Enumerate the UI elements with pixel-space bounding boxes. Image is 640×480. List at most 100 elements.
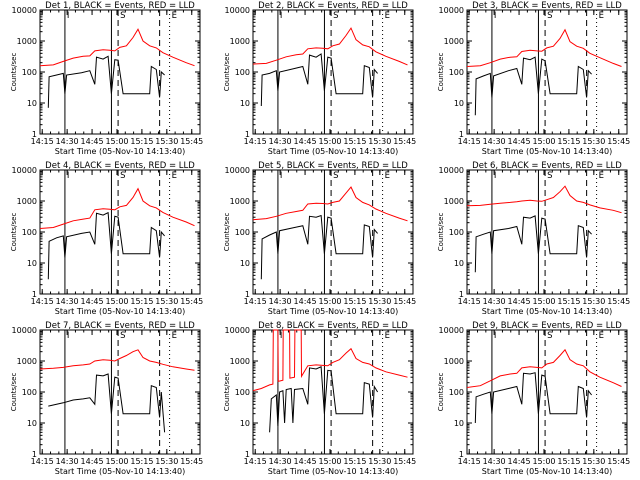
series-lld bbox=[466, 28, 622, 67]
y-tick-label: 1 bbox=[32, 130, 37, 139]
x-tick-label: 15:45 bbox=[180, 457, 203, 466]
x-tick-label: 14:30 bbox=[483, 457, 506, 466]
y-tick-label: 1000 bbox=[230, 357, 250, 366]
region-label-s: S bbox=[333, 11, 338, 21]
region-label-s: S bbox=[120, 171, 125, 181]
detector-panel-3: Det 3, BLACK = Events, RED = LLD 1 10 100 10… bbox=[437, 1, 630, 156]
y-tick-label: 100 bbox=[22, 228, 37, 237]
x-axis-label: Start Time (05-Nov-10 14:13:40) bbox=[55, 147, 185, 156]
x-tick-label: 14:45 bbox=[294, 297, 317, 306]
y-axis-label: Counts/sec bbox=[223, 53, 231, 92]
y-axis-label: Counts/sec bbox=[10, 373, 18, 412]
x-tick-label: 15:15 bbox=[343, 457, 366, 466]
y-axis-label: Counts/sec bbox=[437, 373, 445, 412]
x-tick-label: 14:15 bbox=[458, 457, 481, 466]
x-tick-label: 14:15 bbox=[244, 137, 267, 146]
x-tick-label: 15:15 bbox=[343, 137, 366, 146]
region-label-i: I bbox=[67, 11, 70, 21]
region-label-i: I bbox=[494, 171, 497, 181]
x-tick-label: 14:15 bbox=[31, 457, 54, 466]
panel-title: Det 9, BLACK = Events, RED = LLD bbox=[472, 321, 622, 331]
y-tick-label: 10000 bbox=[12, 166, 37, 175]
y-tick-label: 10 bbox=[454, 419, 464, 428]
y-axis-label: Counts/sec bbox=[10, 213, 18, 252]
y-tick-label: 10 bbox=[454, 99, 464, 108]
x-tick-label: 15:00 bbox=[532, 137, 555, 146]
region-label-s: S bbox=[120, 331, 125, 341]
x-axis-label: Start Time (05-Nov-10 14:13:40) bbox=[55, 307, 185, 316]
y-tick-label: 10 bbox=[240, 419, 250, 428]
x-tick-label: 14:45 bbox=[81, 297, 104, 306]
y-tick-label: 100 bbox=[22, 68, 37, 77]
region-label-i: I bbox=[280, 171, 283, 181]
y-tick-label: 10 bbox=[27, 419, 37, 428]
region-label-e: E bbox=[385, 171, 390, 181]
series-events bbox=[47, 211, 165, 280]
series-lld bbox=[252, 27, 408, 66]
y-tick-label: 10 bbox=[454, 259, 464, 268]
x-tick-label: 15:45 bbox=[607, 137, 630, 146]
x-tick-label: 15:30 bbox=[368, 297, 391, 306]
region-label-s: S bbox=[547, 11, 552, 21]
y-axis-label: Counts/sec bbox=[223, 373, 231, 412]
y-tick-label: 10 bbox=[27, 99, 37, 108]
region-label-e: E bbox=[385, 331, 390, 341]
x-tick-label: 14:45 bbox=[81, 137, 104, 146]
x-tick-label: 15:30 bbox=[582, 137, 605, 146]
detector-panel-2: Det 2, BLACK = Events, RED = LLD 1 10 100 10… bbox=[223, 1, 416, 156]
y-tick-label: 10000 bbox=[439, 326, 464, 335]
y-tick-label: 1 bbox=[459, 290, 464, 299]
y-tick-label: 100 bbox=[449, 388, 464, 397]
x-tick-label: 14:30 bbox=[483, 297, 506, 306]
y-tick-label: 10000 bbox=[12, 326, 37, 335]
y-tick-label: 100 bbox=[449, 228, 464, 237]
detector-panel-6: Det 6, BLACK = Events, RED = LLD 1 10 100 10… bbox=[437, 161, 630, 316]
x-axis-label: Start Time (05-Nov-10 14:13:40) bbox=[268, 307, 398, 316]
y-axis-label: Counts/sec bbox=[223, 213, 231, 252]
region-label-s: S bbox=[547, 331, 552, 341]
x-tick-label: 14:30 bbox=[56, 297, 79, 306]
region-label-e: E bbox=[385, 11, 390, 21]
x-tick-label: 15:15 bbox=[130, 457, 153, 466]
x-tick-label: 15:45 bbox=[393, 137, 416, 146]
panel-title: Det 4, BLACK = Events, RED = LLD bbox=[45, 161, 195, 171]
x-tick-label: 14:15 bbox=[458, 297, 481, 306]
detector-panel-8: Det 8, BLACK = Events, RED = LLD 1 10 100 10… bbox=[223, 321, 416, 476]
y-tick-label: 1000 bbox=[17, 197, 37, 206]
x-tick-label: 15:30 bbox=[155, 137, 178, 146]
y-tick-label: 1000 bbox=[444, 37, 464, 46]
x-tick-label: 14:15 bbox=[244, 457, 267, 466]
x-tick-label: 15:30 bbox=[368, 457, 391, 466]
y-axis-label: Counts/sec bbox=[437, 53, 445, 92]
y-tick-label: 1000 bbox=[230, 37, 250, 46]
x-axis-label: Start Time (05-Nov-10 14:13:40) bbox=[268, 467, 398, 476]
y-tick-label: 10000 bbox=[225, 326, 250, 335]
x-tick-label: 14:15 bbox=[244, 297, 267, 306]
x-axis-label: Start Time (05-Nov-10 14:13:40) bbox=[268, 147, 398, 156]
x-tick-label: 14:45 bbox=[508, 297, 531, 306]
region-label-i: I bbox=[494, 11, 497, 21]
series-lld bbox=[466, 348, 622, 388]
series-events bbox=[47, 55, 165, 108]
region-label-e: E bbox=[599, 171, 604, 181]
y-tick-label: 1 bbox=[459, 450, 464, 459]
y-tick-label: 1000 bbox=[444, 357, 464, 366]
y-tick-label: 100 bbox=[449, 68, 464, 77]
x-tick-label: 15:30 bbox=[582, 457, 605, 466]
y-tick-label: 1000 bbox=[444, 197, 464, 206]
y-tick-label: 1 bbox=[32, 450, 37, 459]
x-tick-label: 15:00 bbox=[318, 297, 341, 306]
y-tick-label: 1 bbox=[245, 130, 250, 139]
x-tick-label: 15:45 bbox=[180, 297, 203, 306]
series-lld bbox=[39, 349, 195, 371]
series-events bbox=[474, 372, 592, 424]
panel-title: Det 5, BLACK = Events, RED = LLD bbox=[258, 161, 408, 171]
series-lld bbox=[252, 329, 408, 392]
x-tick-label: 14:30 bbox=[269, 137, 292, 146]
y-tick-label: 10 bbox=[27, 259, 37, 268]
y-tick-label: 1000 bbox=[230, 197, 250, 206]
x-tick-label: 15:00 bbox=[105, 457, 128, 466]
y-tick-label: 100 bbox=[22, 388, 37, 397]
x-tick-label: 15:30 bbox=[155, 297, 178, 306]
x-tick-label: 14:30 bbox=[56, 137, 79, 146]
